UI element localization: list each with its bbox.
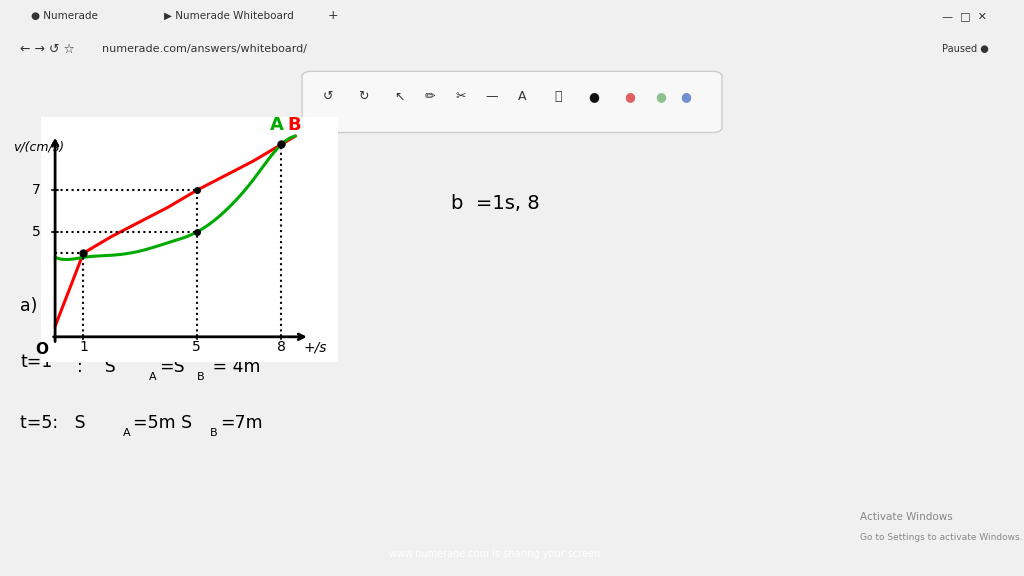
Text: B: B [159,326,166,336]
Text: :    S: : S [77,358,116,376]
Text: ●: ● [589,90,599,103]
Text: ✏: ✏ [425,90,435,103]
Text: ← → ↺ ☆: ← → ↺ ☆ [20,43,75,55]
Text: www.numerade.com is sharing your screen.: www.numerade.com is sharing your screen. [389,550,603,559]
Text: +: + [328,9,338,22]
Text: ↺: ↺ [323,90,333,103]
Text: =0 ,  S: =0 , S [169,312,227,330]
Text: ▶ Numerade Whiteboard: ▶ Numerade Whiteboard [164,11,294,21]
Text: ●: ● [655,90,666,103]
FancyBboxPatch shape [302,71,722,132]
Text: A: A [230,326,238,336]
Text: A: A [148,372,156,382]
Text: Paused ●: Paused ● [942,44,989,54]
Text: B: B [210,428,217,438]
Text: =S: =S [159,358,184,376]
Text: ● Numerade: ● Numerade [31,11,97,21]
Text: Go to Settings to activate Windows.: Go to Settings to activate Windows. [860,533,1023,543]
Text: 7: 7 [33,183,41,198]
Text: t=1: t=1 [20,353,53,371]
Text: = 4m: = 4m [207,358,260,376]
Text: 8: 8 [276,340,286,354]
Text: —: — [485,90,498,103]
Text: v/(cm/s): v/(cm/s) [12,140,63,153]
Text: O: O [35,342,48,357]
Text: A: A [518,90,526,103]
Text: B: B [287,116,301,134]
Text: b  =1s, 8: b =1s, 8 [451,194,540,213]
Text: =4m: =4m [241,312,284,330]
Text: A: A [270,116,284,134]
Text: S: S [143,312,155,330]
Text: =7m: =7m [220,414,263,432]
Text: ✂: ✂ [456,90,466,103]
Text: t=5:   S: t=5: S [20,414,86,432]
Text: numerade.com/answers/whiteboard/: numerade.com/answers/whiteboard/ [102,44,307,54]
Text: Activate Windows: Activate Windows [860,512,953,522]
Text: ↖: ↖ [394,90,404,103]
Text: ●: ● [625,90,635,103]
Text: A: A [123,428,130,438]
Text: ●: ● [681,90,691,103]
Text: a) t=0:: a) t=0: [20,297,92,315]
Text: 🖼: 🖼 [554,90,562,103]
Text: 5: 5 [33,225,41,239]
Text: —  □  ✕: — □ ✕ [942,11,987,21]
Text: 5: 5 [193,340,201,354]
Text: =5m S: =5m S [133,414,193,432]
Text: 1: 1 [79,340,88,354]
Text: +/s: +/s [304,340,328,354]
Text: ↻: ↻ [358,90,369,103]
Text: B: B [197,372,204,382]
